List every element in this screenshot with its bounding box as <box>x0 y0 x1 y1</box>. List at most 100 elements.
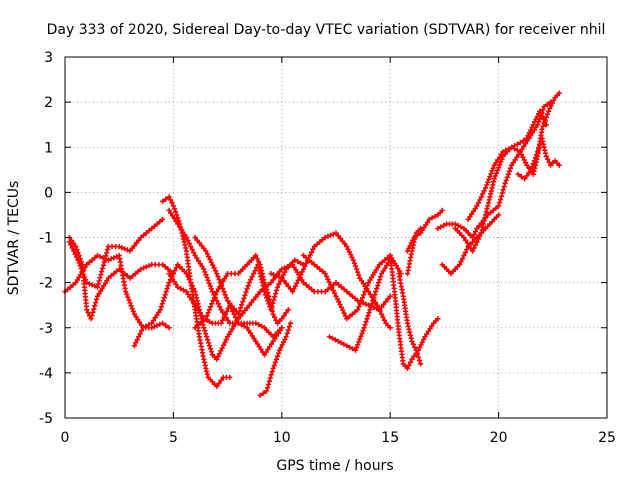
data-point-interp <box>455 222 461 229</box>
data-point-interp <box>100 262 106 268</box>
data-point-interp <box>199 313 205 319</box>
data-point <box>344 343 350 349</box>
data-point <box>404 320 411 326</box>
data-point-interp <box>205 337 211 343</box>
data-point-interp <box>285 327 291 333</box>
data-point-interp <box>169 200 175 206</box>
data-point-interp <box>86 259 92 265</box>
data-point <box>225 298 231 304</box>
data-point-interp <box>195 308 202 314</box>
data-point-interp <box>135 317 141 323</box>
data-point-interp <box>80 271 86 277</box>
data-point-interp <box>348 252 354 258</box>
y-tick-label: -3 <box>39 321 53 337</box>
data-point-interp <box>154 322 160 329</box>
data-point <box>556 162 562 168</box>
data-point <box>149 325 155 331</box>
data-point-interp <box>272 294 278 300</box>
data-point-interp <box>484 206 490 212</box>
data-point <box>535 149 541 155</box>
data-point <box>509 162 515 168</box>
data-point-interp <box>384 262 390 269</box>
series-track-12 <box>290 262 393 313</box>
data-point-interp <box>352 295 358 301</box>
data-point-interp <box>493 170 499 176</box>
data-point <box>333 280 339 286</box>
data-point-interp <box>72 251 78 257</box>
data-point-interp <box>364 316 370 322</box>
data-point <box>517 149 523 155</box>
data-point-interp <box>171 215 177 222</box>
data-point-interp <box>357 336 363 342</box>
data-point-interp <box>514 154 520 160</box>
data-point-interp <box>143 230 149 236</box>
data-point <box>160 320 166 326</box>
data-point-interp <box>71 240 77 247</box>
data-point <box>138 266 144 272</box>
data-point-interp <box>277 269 283 275</box>
data-point-interp <box>503 147 509 153</box>
data-point-interp <box>424 331 430 337</box>
data-point-interp <box>371 295 377 301</box>
data-point-interp <box>359 330 365 336</box>
data-point-interp <box>246 327 252 334</box>
data-point-interp <box>204 368 210 374</box>
data-point <box>201 325 207 331</box>
data-point-interp <box>526 170 532 176</box>
data-point-interp <box>541 116 547 122</box>
data-point-interp <box>131 243 137 249</box>
data-point-interp <box>382 257 388 263</box>
data-point-interp <box>203 331 209 337</box>
data-point-interp <box>248 299 254 306</box>
data-point-interp <box>504 174 510 180</box>
data-point-interp <box>74 254 80 260</box>
data-point-interp <box>477 197 483 203</box>
data-point-interp <box>520 154 526 160</box>
data-point-interp <box>349 293 355 299</box>
data-point-interp <box>218 348 224 354</box>
data-point-interp <box>213 292 219 298</box>
data-point <box>253 252 259 259</box>
data-point-interp <box>174 212 180 218</box>
data-point-interp <box>208 259 214 265</box>
data-point-interp <box>259 323 265 329</box>
data-point-interp <box>157 321 163 327</box>
data-point-interp <box>244 305 250 311</box>
data-point-interp <box>122 246 128 252</box>
data-point-interp <box>309 286 315 292</box>
data-point-interp <box>536 145 542 151</box>
data-point-interp <box>95 281 101 287</box>
data-point-interp <box>368 304 374 310</box>
data-point-interp <box>146 228 152 234</box>
data-point-interp <box>314 264 320 270</box>
data-point <box>203 316 209 322</box>
data-point <box>311 262 317 268</box>
data-point-interp <box>366 310 372 316</box>
data-point <box>322 271 328 277</box>
data-point-interp <box>216 277 222 283</box>
data-point-interp <box>130 273 136 279</box>
data-point-interp <box>549 100 555 106</box>
data-point-interp <box>330 231 336 237</box>
data-point-interp <box>278 345 284 351</box>
data-point-interp <box>256 344 262 350</box>
series-track-14 <box>326 257 393 353</box>
data-point-interp <box>330 287 336 294</box>
data-point-interp <box>498 151 504 158</box>
data-point-interp <box>291 286 297 292</box>
data-point <box>201 266 207 272</box>
data-point-interp <box>265 385 271 391</box>
data-point-interp <box>529 164 535 170</box>
data-point-interp <box>303 260 309 266</box>
data-point-interp <box>481 188 487 194</box>
data-point-interp <box>369 301 375 307</box>
data-point-interp <box>427 326 433 332</box>
data-point-interp <box>472 228 479 235</box>
data-point-interp <box>268 372 274 378</box>
data-point-interp <box>129 306 135 312</box>
data-point-interp <box>332 337 338 343</box>
data-point-interp <box>202 269 208 275</box>
data-point-interp <box>223 315 229 321</box>
data-point <box>285 307 291 313</box>
data-point-interp <box>306 284 312 290</box>
